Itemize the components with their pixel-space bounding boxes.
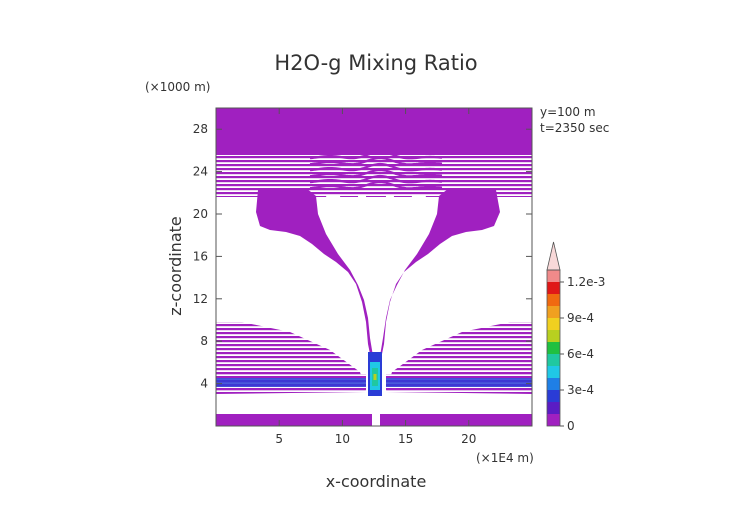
y-tick-label: 28 [193,122,208,136]
colorbar: 0 3e-4 6e-4 9e-4 1.2e-3 [546,241,605,433]
y-tick-label: 16 [193,249,208,263]
colorbar-tick-label: 6e-4 [567,347,594,361]
colorbar-swatch [547,402,560,414]
crown-stripe [309,156,443,166]
colorbar-swatch [547,282,560,294]
annotation-time: t=2350 sec [540,121,609,135]
y-tick-label: 12 [193,292,208,306]
colorbar-swatch [547,354,560,366]
colorbar-tick-label: 3e-4 [567,383,594,397]
y-tick-label: 8 [200,334,208,348]
field-moist-band-right-core [386,378,532,387]
field-surface-right [380,414,532,426]
field-gap-center-left [358,196,370,248]
colorbar-swatch [547,414,560,426]
axes-ticks: 5 10 15 20 4 8 12 16 20 24 28 [193,108,532,446]
crown-stripe [309,162,443,172]
colorbar-tick-label: 1.2e-3 [567,275,605,289]
colorbar-swatch [547,342,560,354]
colorbar-swatch [547,330,560,342]
colorbar-tick-label: 0 [567,419,575,433]
colorbar-swatch [547,366,560,378]
x-tick-label: 10 [335,432,350,446]
x-tick-label: 5 [275,432,283,446]
y-unit-label: (×1000 m) [145,80,210,94]
colorbar-extend-arrow [546,241,561,271]
colorbar-frame [546,269,561,427]
mixing-ratio-field [216,108,532,426]
plot-frame [215,107,533,427]
x-unit-label: (×1E4 m) [476,451,534,465]
colorbar-swatch [547,294,560,306]
crown-stripe [309,168,443,178]
colorbar-swatch [547,378,560,390]
field-gap-left [326,196,356,262]
x-tick-label: 15 [398,432,413,446]
colorbar-tick-label: 9e-4 [567,311,594,325]
annotation-y: y=100 m [540,105,596,119]
field-gap-center-right [382,196,394,248]
field-plume [256,188,500,372]
crown-stripe [309,180,443,190]
crown-stripe [309,150,443,160]
x-axis-label: x-coordinate [326,472,427,491]
crown-stripe [309,144,443,154]
colorbar-swatch [547,270,560,282]
crown-stripe [309,174,443,184]
field-core-yellow [373,374,377,380]
y-axis-label: z-coordinate [166,216,185,316]
y-tick-label: 4 [200,377,208,391]
y-tick-label: 20 [193,207,208,221]
field-upper-slab [216,108,532,155]
field-moist-band-left-core [216,378,366,387]
colorbar-swatch [547,318,560,330]
field-gap-right [396,196,426,262]
field-surface-left [216,414,372,426]
field-crown [309,144,443,190]
x-tick-label: 20 [461,432,476,446]
chart-title: H2O-g Mixing Ratio [274,51,477,75]
colorbar-swatch [547,390,560,402]
colorbar-swatch [547,306,560,318]
y-tick-label: 24 [193,165,208,179]
